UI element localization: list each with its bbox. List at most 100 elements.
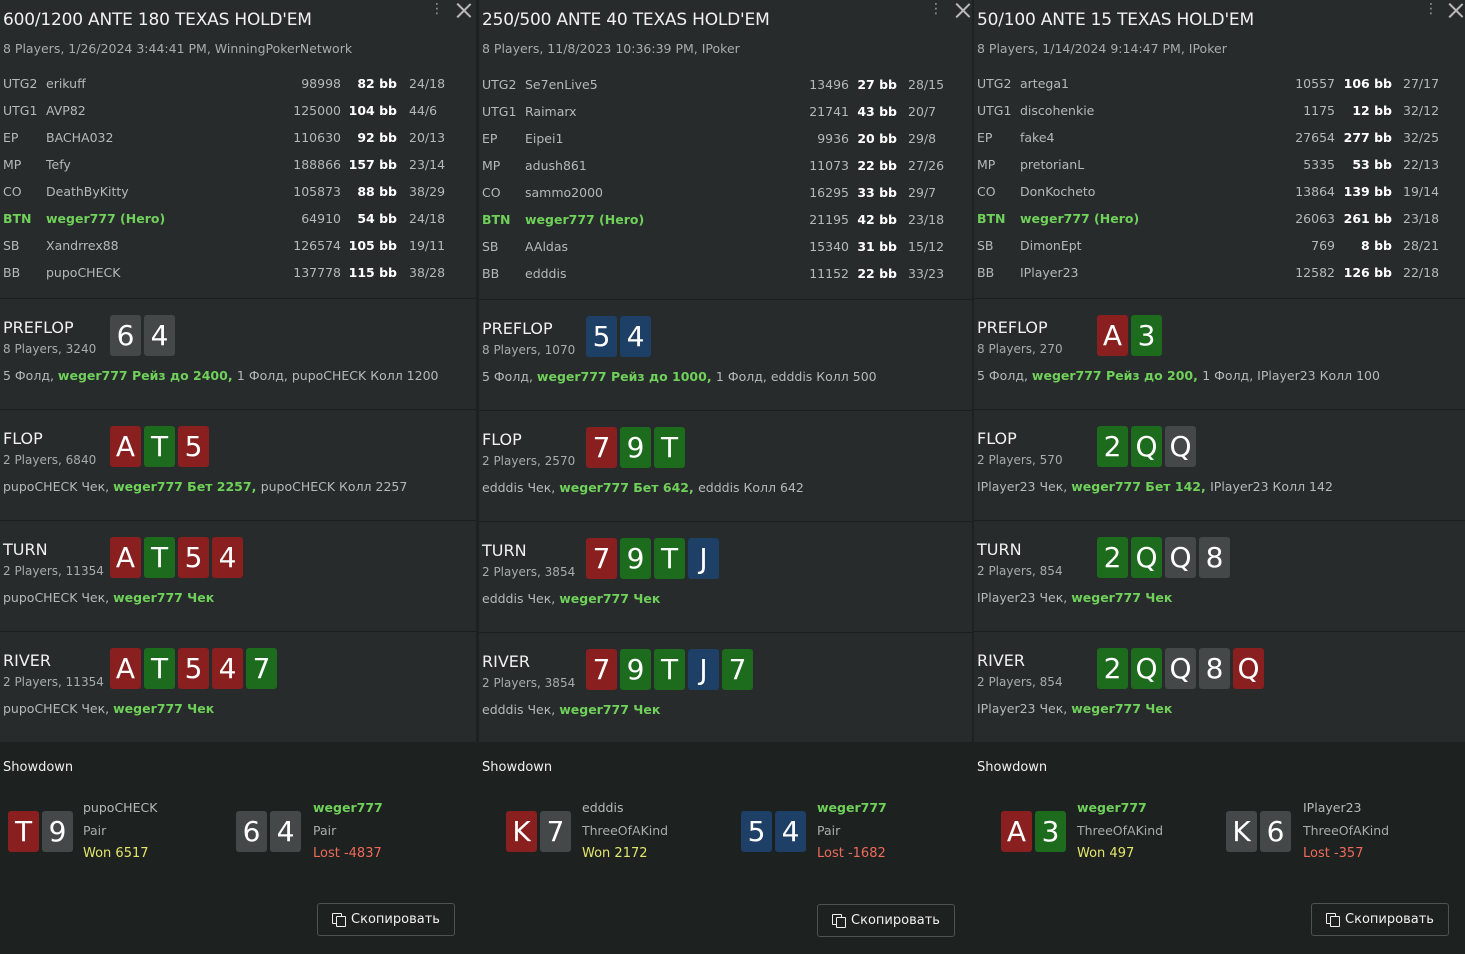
player-row[interactable]: BB pupoCHECK 137778 115 bb 38/28 [0, 265, 476, 285]
player-row[interactable]: BTN weger777 (Hero) 21195 42 bb 23/18 [479, 212, 972, 232]
player-row[interactable]: CO DonKocheto 13864 139 bb 19/14 [974, 184, 1465, 204]
playing-card: K [1226, 811, 1257, 852]
copy-button[interactable]: Скопировать [1311, 903, 1449, 936]
player-name: AVP82 [46, 103, 86, 118]
player-chips: 126574 [293, 238, 341, 253]
player-stats: 22/18 [1403, 265, 1440, 280]
hero-action: weger777 Рейз до 2400, [57, 368, 237, 383]
player-position: UTG1 [977, 103, 1012, 118]
playing-card: 2 [1097, 426, 1128, 467]
player-stack-bb: 88 bb [357, 184, 397, 199]
player-chips: 16295 [809, 185, 849, 200]
showdown-player: K 7 edddis ThreeOfAKind Won 2172 [506, 800, 706, 870]
playing-card: 7 [722, 649, 753, 690]
player-row[interactable]: CO DeathByKitty 105873 88 bb 38/29 [0, 184, 476, 204]
player-stack-bb: 22 bb [857, 158, 897, 173]
copy-button-label: Скопировать [851, 913, 940, 928]
player-position: MP [482, 158, 501, 173]
player-position: MP [3, 157, 22, 172]
street-pot-info: 2 Players, 11354 [3, 675, 104, 689]
player-row[interactable]: MP adush861 11073 22 bb 27/26 [479, 158, 972, 178]
player-chips: 98998 [301, 76, 341, 91]
playing-card: T [8, 811, 39, 852]
player-row[interactable]: UTG1 AVP82 125000 104 bb 44/6 [0, 103, 476, 123]
copy-button-label: Скопировать [1345, 912, 1434, 927]
player-row[interactable]: BTN weger777 (Hero) 64910 54 bb 24/18 [0, 211, 476, 231]
hero-action: weger777 Бет 2257, [113, 479, 261, 494]
player-row[interactable]: BTN weger777 (Hero) 26063 261 bb 23/18 [974, 211, 1465, 231]
player-stats: 38/28 [409, 265, 446, 280]
hand-panel: 600/1200 ANTE 180 TEXAS HOLD'EM 8 Players… [0, 0, 476, 954]
player-row[interactable]: EP BACHA032 110630 92 bb 20/13 [0, 130, 476, 150]
player-stats: 28/21 [1403, 238, 1440, 253]
playing-card: 3 [1035, 811, 1066, 852]
more-options-icon[interactable]: ⋮ [1424, 1, 1438, 17]
showdown-player: A 3 weger777 ThreeOfAKind Won 497 [1001, 800, 1201, 870]
playing-card: Q [1131, 426, 1162, 467]
close-icon[interactable] [1447, 1, 1465, 19]
player-row[interactable]: UTG2 artega1 10557 106 bb 27/17 [974, 76, 1465, 96]
action-text: pupoCHECK Чек, [3, 590, 114, 605]
street-preflop: PREFLOP 8 Players, 1070 5 4 5 Фолд, weger777… [479, 299, 972, 409]
copy-button[interactable]: Скопировать [817, 904, 955, 937]
player-name: Eipei1 [525, 131, 564, 146]
player-position: UTG2 [482, 77, 517, 92]
playing-card: 4 [620, 316, 651, 357]
street-river: RIVER 2 Players, 11354 A T 5 4 7 pupoCHECK Чек,… [0, 631, 476, 741]
player-row[interactable]: SB AAldas 15340 31 bb 15/12 [479, 239, 972, 259]
player-row[interactable]: SB DimonEpt 769 8 bb 28/21 [974, 238, 1465, 258]
player-chips: 13496 [809, 77, 849, 92]
street-actions: 5 Фолд, weger777 Рейз до 200, 1 Фолд, IP… [977, 368, 1380, 383]
player-row[interactable]: UTG1 Raimarx 21741 43 bb 20/7 [479, 104, 972, 124]
hero-action: weger777 Бет 642, [559, 480, 699, 495]
player-row[interactable]: BB edddis 11152 22 bb 33/23 [479, 266, 972, 286]
street-name: FLOP [3, 429, 43, 448]
player-row[interactable]: MP pretorianL 5335 53 bb 22/13 [974, 157, 1465, 177]
hand-title: 50/100 ANTE 15 TEXAS HOLD'EM [977, 10, 1254, 30]
playing-card: 2 [1097, 537, 1128, 578]
player-row[interactable]: EP Eipei1 9936 20 bb 29/8 [479, 131, 972, 151]
player-row[interactable]: BB IPlayer23 12582 126 bb 22/18 [974, 265, 1465, 285]
hand-subtitle: 8 Players, 1/26/2024 3:44:41 PM, Winning… [3, 41, 353, 56]
showdown-player-name: weger777 [313, 800, 383, 815]
player-stats: 27/17 [1403, 76, 1440, 91]
showdown-player: 5 4 weger777 Pair Lost -1682 [741, 800, 941, 870]
player-chips: 15340 [809, 239, 849, 254]
showdown-player: 6 4 weger777 Pair Lost -4837 [236, 800, 436, 870]
player-stats: 33/23 [908, 266, 945, 281]
player-row[interactable]: UTG1 discohenkie 1175 12 bb 32/12 [974, 103, 1465, 123]
close-icon[interactable] [455, 1, 473, 19]
showdown-player-name: weger777 [817, 800, 887, 815]
street-actions: IPlayer23 Чек, weger777 Бет 142, IPlayer… [977, 479, 1333, 494]
player-chips: 1175 [1303, 103, 1335, 118]
street-pot-info: 8 Players, 1070 [482, 343, 576, 357]
player-row[interactable]: SB Xandrrex88 126574 105 bb 19/11 [0, 238, 476, 258]
player-row[interactable]: UTG2 erikuff 98998 82 bb 24/18 [0, 76, 476, 96]
player-chips: 12582 [1295, 265, 1335, 280]
player-name: Se7enLive5 [525, 77, 598, 92]
player-row[interactable]: UTG2 Se7enLive5 13496 27 bb 28/15 [479, 77, 972, 97]
player-row[interactable]: EP fake4 27654 277 bb 32/25 [974, 130, 1465, 150]
street-pot-info: 2 Players, 570 [977, 453, 1063, 467]
more-options-icon[interactable]: ⋮ [929, 1, 943, 17]
action-text: 1 Фолд, edddis Колл 500 [715, 369, 877, 384]
hand-result: Won 6517 [83, 846, 149, 861]
close-icon[interactable] [954, 1, 972, 19]
player-row[interactable]: CO sammo2000 16295 33 bb 29/7 [479, 185, 972, 205]
player-position: UTG2 [977, 76, 1012, 91]
hand-result: Lost -4837 [313, 846, 382, 861]
playing-card: 7 [586, 649, 617, 690]
playing-card: 4 [144, 315, 175, 356]
more-options-icon[interactable]: ⋮ [430, 1, 444, 17]
hero-action: weger777 Чек [113, 701, 215, 716]
player-stack-bb: 54 bb [357, 211, 397, 226]
copy-button[interactable]: Скопировать [317, 903, 455, 936]
hand-result: Won 2172 [582, 846, 648, 861]
player-row[interactable]: MP Tefy 188866 157 bb 23/14 [0, 157, 476, 177]
